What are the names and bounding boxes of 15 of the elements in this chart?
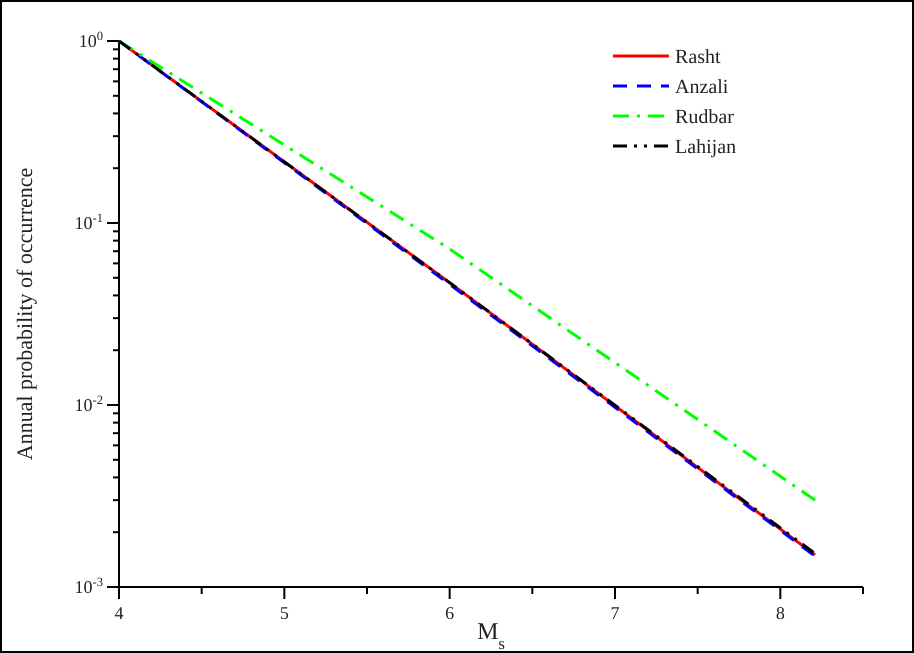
x-tick-label: 8 — [776, 603, 785, 623]
x-axis-title: M$_{s}$ — [477, 619, 505, 652]
x-tick-label: 7 — [610, 603, 620, 623]
y-tick-label: 10$^{0}$ — [78, 29, 103, 51]
x-tick-label: 4 — [114, 603, 124, 623]
legend-label: Rudbar — [675, 106, 734, 128]
legend-label: Rasht — [675, 46, 721, 68]
y-tick-label: 10$^{-1}$ — [74, 211, 103, 233]
x-tick-label: 6 — [445, 603, 454, 623]
y-tick-label: 10$^{-2}$ — [74, 393, 103, 415]
legend-label: Lahijan — [675, 136, 736, 158]
y-tick-label: 10$^{-3}$ — [74, 575, 103, 597]
y-axis-title: Annual probability of occurrence — [12, 168, 37, 460]
x-tick-label: 5 — [280, 603, 289, 623]
legend-label: Anzali — [675, 76, 729, 98]
